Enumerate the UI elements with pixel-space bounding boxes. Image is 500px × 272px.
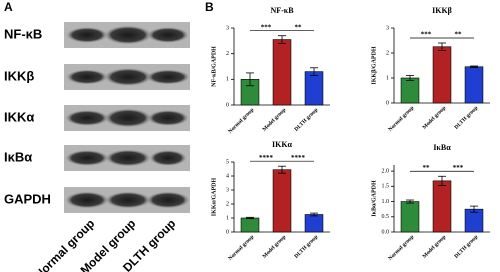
blot-band bbox=[104, 25, 152, 45]
significance-label: **** bbox=[291, 154, 306, 162]
blot-band bbox=[66, 27, 108, 43]
y-axis-label: IKKα/GAPDH bbox=[211, 177, 217, 216]
blot-band bbox=[147, 27, 189, 43]
x-tick-label: DLTH group bbox=[294, 234, 320, 260]
y-tick-label: 2 bbox=[386, 50, 389, 56]
x-tick-label: DLTH group bbox=[454, 105, 480, 131]
significance-label: ** bbox=[455, 31, 463, 39]
bar bbox=[400, 201, 420, 233]
chart-title: NF-κB bbox=[270, 6, 294, 15]
significance-label: *** bbox=[261, 23, 272, 31]
x-tick-label: Normal group bbox=[387, 105, 415, 133]
x-tick-label: Model group bbox=[422, 234, 448, 260]
bar bbox=[464, 66, 484, 104]
y-tick-label: 3 bbox=[226, 25, 229, 31]
y-tick-label: 5 bbox=[226, 159, 229, 165]
bar bbox=[432, 46, 452, 104]
x-tick-label: Normal group bbox=[227, 107, 255, 135]
y-tick-label: 0.5 bbox=[382, 214, 390, 220]
x-tick-label: DLTH group bbox=[294, 107, 320, 133]
significance-label: *** bbox=[453, 164, 464, 172]
y-tick-label: 2.0 bbox=[382, 168, 390, 174]
protein-label: GAPDH bbox=[4, 191, 51, 206]
y-tick-label: 0 bbox=[226, 229, 229, 235]
y-tick-label: 1 bbox=[226, 77, 229, 83]
protein-label: IKKα bbox=[4, 109, 34, 124]
y-tick-label: 3 bbox=[386, 25, 389, 31]
y-tick-label: 2 bbox=[226, 201, 229, 207]
x-tick-label: Model group bbox=[262, 107, 288, 133]
chart-title: IKKα bbox=[272, 140, 293, 149]
y-tick-label: 0.0 bbox=[382, 229, 390, 235]
panel-label: A bbox=[4, 0, 13, 14]
bar bbox=[304, 71, 324, 106]
y-axis-label: IκBα/GAPDH bbox=[371, 180, 377, 217]
bar bbox=[432, 180, 452, 233]
x-tick-label: Normal group bbox=[227, 234, 255, 262]
blot-band bbox=[104, 68, 152, 86]
y-tick-label: 1.5 bbox=[382, 184, 390, 190]
panel-label: B bbox=[205, 0, 214, 14]
x-tick-label: Model group bbox=[262, 234, 288, 260]
y-tick-label: 1.0 bbox=[382, 199, 390, 205]
y-tick-label: 4 bbox=[226, 173, 229, 179]
blot-band bbox=[65, 150, 109, 166]
blot-band bbox=[105, 149, 151, 167]
blot-band bbox=[147, 110, 189, 126]
x-tick-label: Normal group bbox=[387, 234, 415, 262]
x-tick-label: DLTH group bbox=[454, 234, 480, 260]
protein-label: NF-κB bbox=[4, 26, 42, 41]
bar bbox=[400, 77, 420, 104]
y-tick-label: 2 bbox=[226, 51, 229, 57]
significance-label: *** bbox=[421, 31, 432, 39]
bar bbox=[240, 217, 260, 233]
significance-label: ** bbox=[423, 164, 431, 172]
significance-label: **** bbox=[259, 154, 274, 162]
blot-band bbox=[105, 191, 151, 209]
y-axis-label: NF-κB/GAPDH bbox=[211, 46, 217, 87]
blot-band bbox=[146, 191, 190, 209]
protein-label: IκBα bbox=[4, 149, 32, 164]
significance-label: ** bbox=[295, 23, 303, 31]
bar bbox=[272, 39, 292, 106]
bar bbox=[272, 169, 292, 233]
chart-title: IκBα bbox=[433, 143, 451, 152]
blot-band bbox=[104, 108, 152, 128]
blot-band bbox=[149, 150, 187, 166]
blot-band bbox=[65, 191, 109, 209]
blot-band bbox=[65, 110, 109, 126]
y-tick-label: 3 bbox=[226, 187, 229, 193]
y-tick-label: 1 bbox=[226, 215, 229, 221]
y-axis-label: IKKβ/GAPDH bbox=[371, 46, 377, 84]
blot-band bbox=[66, 69, 108, 85]
protein-label: IKKβ bbox=[4, 68, 34, 83]
y-tick-label: 0 bbox=[226, 102, 229, 108]
bar bbox=[304, 214, 324, 233]
x-tick-label: Model group bbox=[422, 105, 448, 131]
blot-band bbox=[146, 69, 190, 85]
chart-title: IKKβ bbox=[432, 6, 452, 15]
y-tick-label: 0 bbox=[386, 100, 389, 106]
y-tick-label: 1 bbox=[386, 75, 389, 81]
